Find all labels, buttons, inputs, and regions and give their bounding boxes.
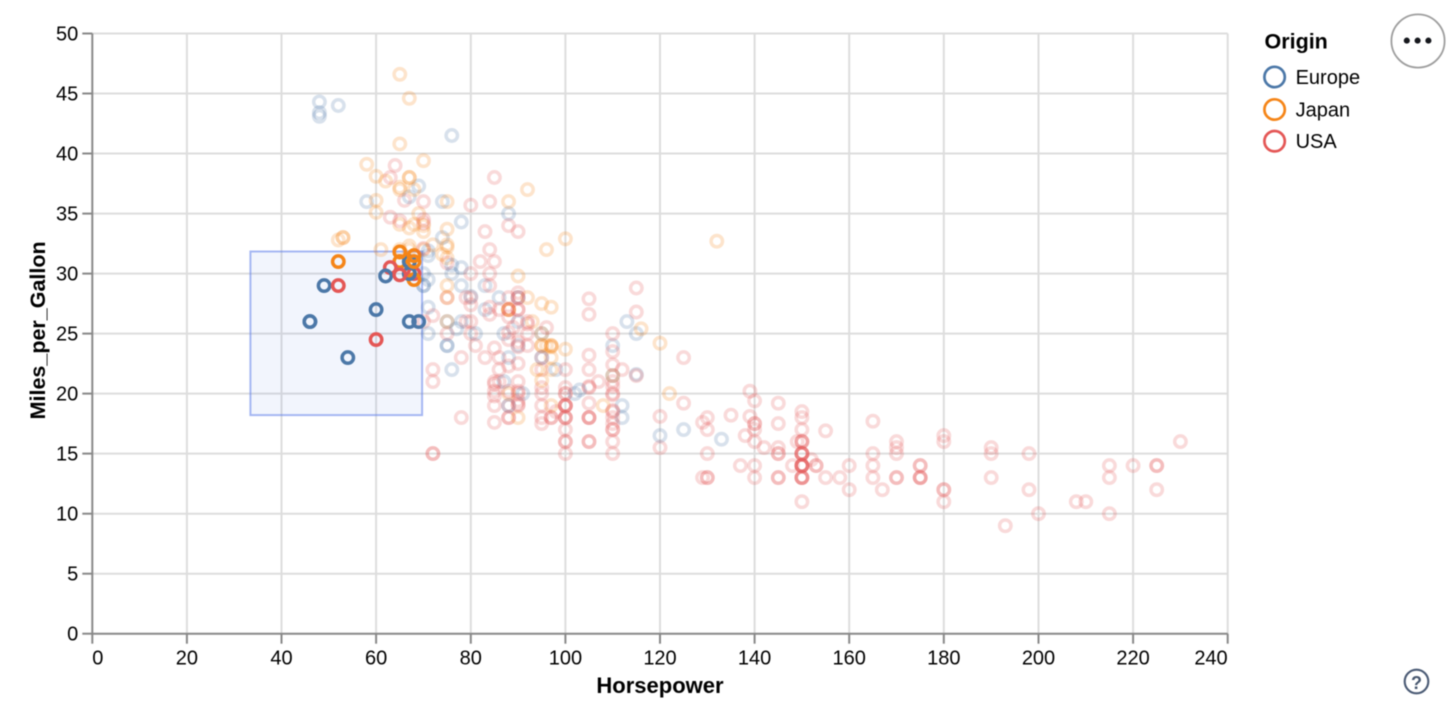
svg-text:40: 40 — [270, 648, 292, 670]
svg-text:0: 0 — [67, 624, 78, 646]
svg-text:Horsepower: Horsepower — [596, 673, 724, 698]
svg-text:40: 40 — [56, 144, 78, 166]
svg-text:Origin: Origin — [1265, 30, 1328, 54]
svg-text:USA: USA — [1296, 131, 1338, 153]
svg-text:Miles_per_Gallon: Miles_per_Gallon — [26, 241, 50, 419]
svg-text:30: 30 — [56, 264, 78, 286]
svg-text:220: 220 — [1116, 648, 1149, 670]
svg-text:5: 5 — [67, 564, 78, 586]
svg-text:240: 240 — [1194, 648, 1227, 670]
svg-text:10: 10 — [56, 504, 78, 526]
svg-text:25: 25 — [56, 324, 78, 346]
svg-text:120: 120 — [643, 648, 676, 670]
svg-text:50: 50 — [56, 24, 78, 46]
svg-text:0: 0 — [92, 648, 103, 670]
svg-text:Japan: Japan — [1296, 100, 1351, 122]
svg-text:180: 180 — [927, 648, 960, 670]
svg-text:15: 15 — [56, 444, 78, 466]
svg-text:80: 80 — [460, 648, 482, 670]
svg-text:?: ? — [1411, 673, 1422, 693]
svg-text:200: 200 — [1022, 648, 1055, 670]
svg-text:20: 20 — [56, 384, 78, 406]
svg-text:20: 20 — [176, 648, 198, 670]
svg-text:35: 35 — [56, 204, 78, 226]
svg-text:Europe: Europe — [1296, 67, 1361, 89]
svg-text:140: 140 — [738, 648, 771, 670]
svg-text:160: 160 — [833, 648, 866, 670]
svg-text:45: 45 — [56, 84, 78, 106]
svg-text:60: 60 — [365, 648, 387, 670]
svg-text:100: 100 — [549, 648, 582, 670]
